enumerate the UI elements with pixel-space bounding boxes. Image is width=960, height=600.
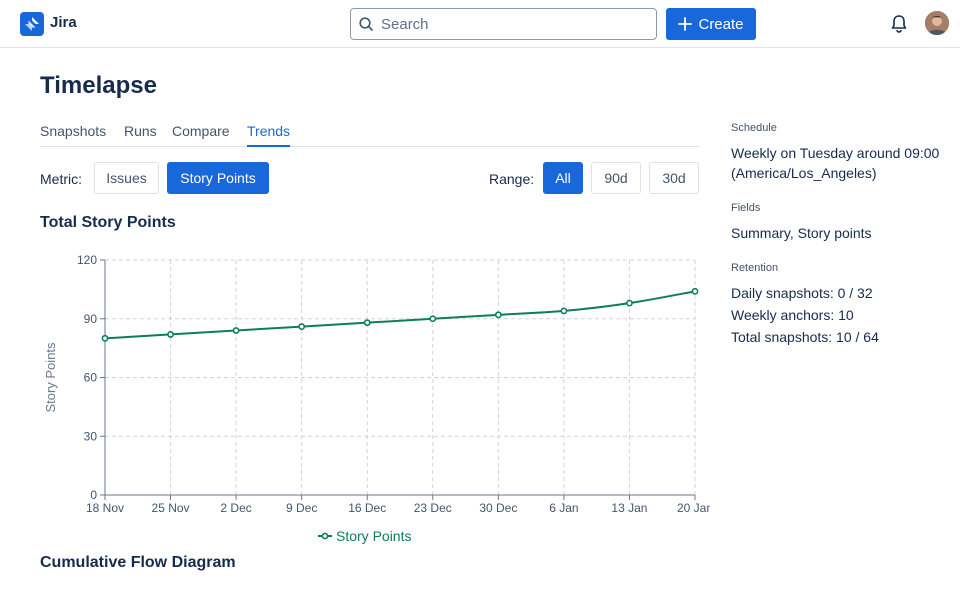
x-tick-label: 6 Jan	[549, 501, 578, 515]
metric-story-points-button[interactable]: Story Points	[167, 162, 269, 194]
y-tick-label: 60	[84, 371, 98, 385]
story-points-data-point	[626, 299, 633, 307]
page-title: Timelapse	[40, 72, 157, 99]
x-tick-label: 16 Dec	[348, 501, 386, 515]
legend-label: Story Points	[336, 528, 411, 544]
metric-label: Metric:	[40, 171, 82, 187]
story-points-data-point	[167, 331, 174, 338]
fields-value: Summary, Story points	[731, 225, 872, 241]
story-points-data-point	[101, 334, 109, 342]
tab-compare[interactable]: Compare	[172, 123, 230, 139]
legend-point-marker	[321, 532, 329, 540]
tab-snapshots[interactable]: Snapshots	[40, 123, 107, 139]
tab-trends[interactable]: Trends	[247, 123, 291, 147]
fields-heading: Fields	[731, 202, 761, 214]
tab-runs[interactable]: Runs	[124, 123, 157, 139]
y-axis-label: Story Points	[43, 342, 58, 413]
story-points-data-point	[691, 287, 699, 295]
notifications-bell-icon[interactable]	[890, 14, 908, 39]
x-tick-label: 23 Dec	[414, 501, 452, 515]
cumulative-flow-diagram-title: Cumulative Flow Diagram	[40, 554, 236, 571]
story-points-data-point	[232, 327, 240, 334]
metric-issues-button[interactable]: Issues	[94, 162, 159, 194]
story-points-data-point	[298, 323, 306, 330]
search-input[interactable]	[381, 13, 641, 35]
story-points-line-chart: 0 30 60 90 120 18 Nov 25 Nov 2 Dec 9 Dec 16 Dec 23…	[43, 253, 710, 544]
x-tick-label: 18 Nov	[86, 501, 124, 515]
x-tick-label: 9 Dec	[286, 501, 317, 515]
tab-bar: Snapshots Runs Compare Trends	[40, 120, 699, 147]
story-points-data-point	[560, 307, 568, 315]
search-box[interactable]	[350, 8, 657, 40]
x-tick-label: 30 Dec	[479, 501, 517, 515]
jira-logo-icon[interactable]	[20, 12, 44, 36]
create-button-label: Create	[698, 15, 744, 33]
chart-title: Total Story Points	[40, 214, 176, 231]
story-points-data-point	[429, 315, 437, 323]
x-tick-label: 25 Nov	[152, 501, 190, 515]
schedule-line-1: Weekly on Tuesday around 09:00	[731, 145, 940, 161]
range-label: Range:	[489, 171, 535, 187]
y-tick-label: 30	[84, 429, 98, 443]
x-tick-label: 2 Dec	[220, 501, 251, 515]
y-tick-label: 0	[90, 488, 97, 502]
retention-total: Total snapshots: 10 / 64	[731, 329, 879, 345]
plus-icon	[678, 17, 693, 31]
schedule-line-2: (America/Los_Angeles)	[731, 165, 877, 181]
user-avatar[interactable]	[925, 11, 949, 35]
retention-weekly: Weekly anchors: 10	[731, 307, 854, 323]
x-tick-label: 13 Jan	[611, 501, 647, 515]
y-tick-label: 90	[84, 312, 98, 326]
story-points-data-point	[494, 311, 502, 319]
range-all-button[interactable]: All	[543, 162, 583, 194]
retention-heading: Retention	[731, 262, 779, 274]
range-30d-button[interactable]: 30d	[649, 162, 699, 194]
create-button[interactable]: Create	[666, 8, 756, 40]
schedule-heading: Schedule	[731, 122, 777, 134]
story-points-data-point	[363, 319, 371, 327]
x-tick-label: 20 Jan	[677, 501, 710, 515]
story-points-series-line	[104, 290, 696, 340]
app-name[interactable]: Jira	[50, 14, 77, 31]
y-tick-label: 120	[77, 253, 97, 267]
search-icon	[359, 17, 373, 31]
top-navigation-bar: Jira Create	[0, 0, 960, 48]
range-90d-button[interactable]: 90d	[591, 162, 641, 194]
retention-daily: Daily snapshots: 0 / 32	[731, 285, 873, 301]
